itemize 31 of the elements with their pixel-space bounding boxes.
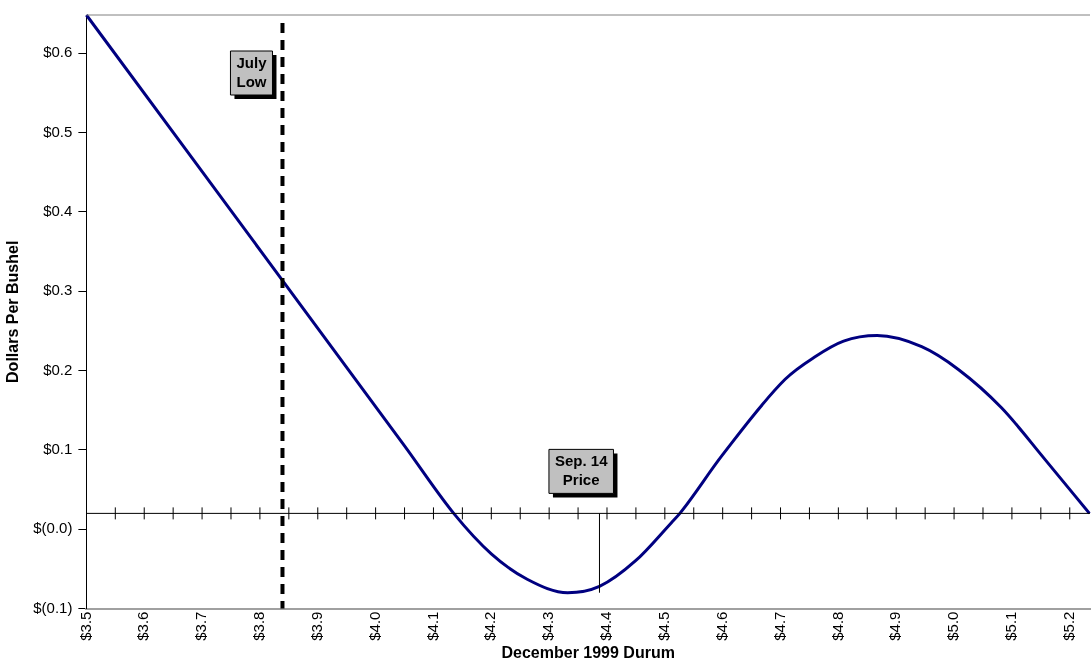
ref-line-label: Sep. 14 Price <box>554 452 609 489</box>
x-tick-label: $3.5 <box>76 611 94 641</box>
x-tick-label: $3.6 <box>134 611 152 641</box>
x-tick-label: $3.9 <box>307 611 325 641</box>
y-tick-label: $(0.0) <box>33 519 73 537</box>
y-tick-label: $0.6 <box>43 43 73 61</box>
x-tick-label: $4.1 <box>423 611 441 641</box>
x-axis-title: December 1999 Durum <box>501 643 675 661</box>
x-tick-label: $4.3 <box>539 611 557 641</box>
x-tick-label: $3.8 <box>250 611 268 641</box>
x-tick-label: $4.7 <box>770 611 788 641</box>
x-tick-label: $4.2 <box>481 611 499 641</box>
x-tick-label: $5.0 <box>944 611 962 641</box>
y-axis-title: Dollars Per Bushel <box>4 240 22 383</box>
x-tick-label: $4.5 <box>654 611 672 641</box>
x-tick-label: $4.6 <box>712 611 730 641</box>
y-tick-label: $(0.1) <box>33 598 73 616</box>
line-series <box>84 13 1091 595</box>
x-tick-label: $5.1 <box>1002 611 1020 641</box>
x-tick-label: $4.9 <box>886 611 904 641</box>
ref-line-label: July Low <box>236 53 268 90</box>
x-tick-label: $3.7 <box>192 611 210 641</box>
x-tick-label: $4.8 <box>828 611 846 641</box>
y-tick-label: $0.3 <box>43 281 73 299</box>
x-tick-label: $5.2 <box>1059 611 1077 641</box>
y-tick-label: $0.5 <box>43 122 73 140</box>
y-tick-label: $0.1 <box>43 440 73 458</box>
y-tick-label: $0.2 <box>43 360 73 378</box>
x-tick-label: $4.4 <box>597 611 615 641</box>
y-tick-label: $0.4 <box>43 201 73 219</box>
x-tick-label: $4.0 <box>365 611 383 641</box>
